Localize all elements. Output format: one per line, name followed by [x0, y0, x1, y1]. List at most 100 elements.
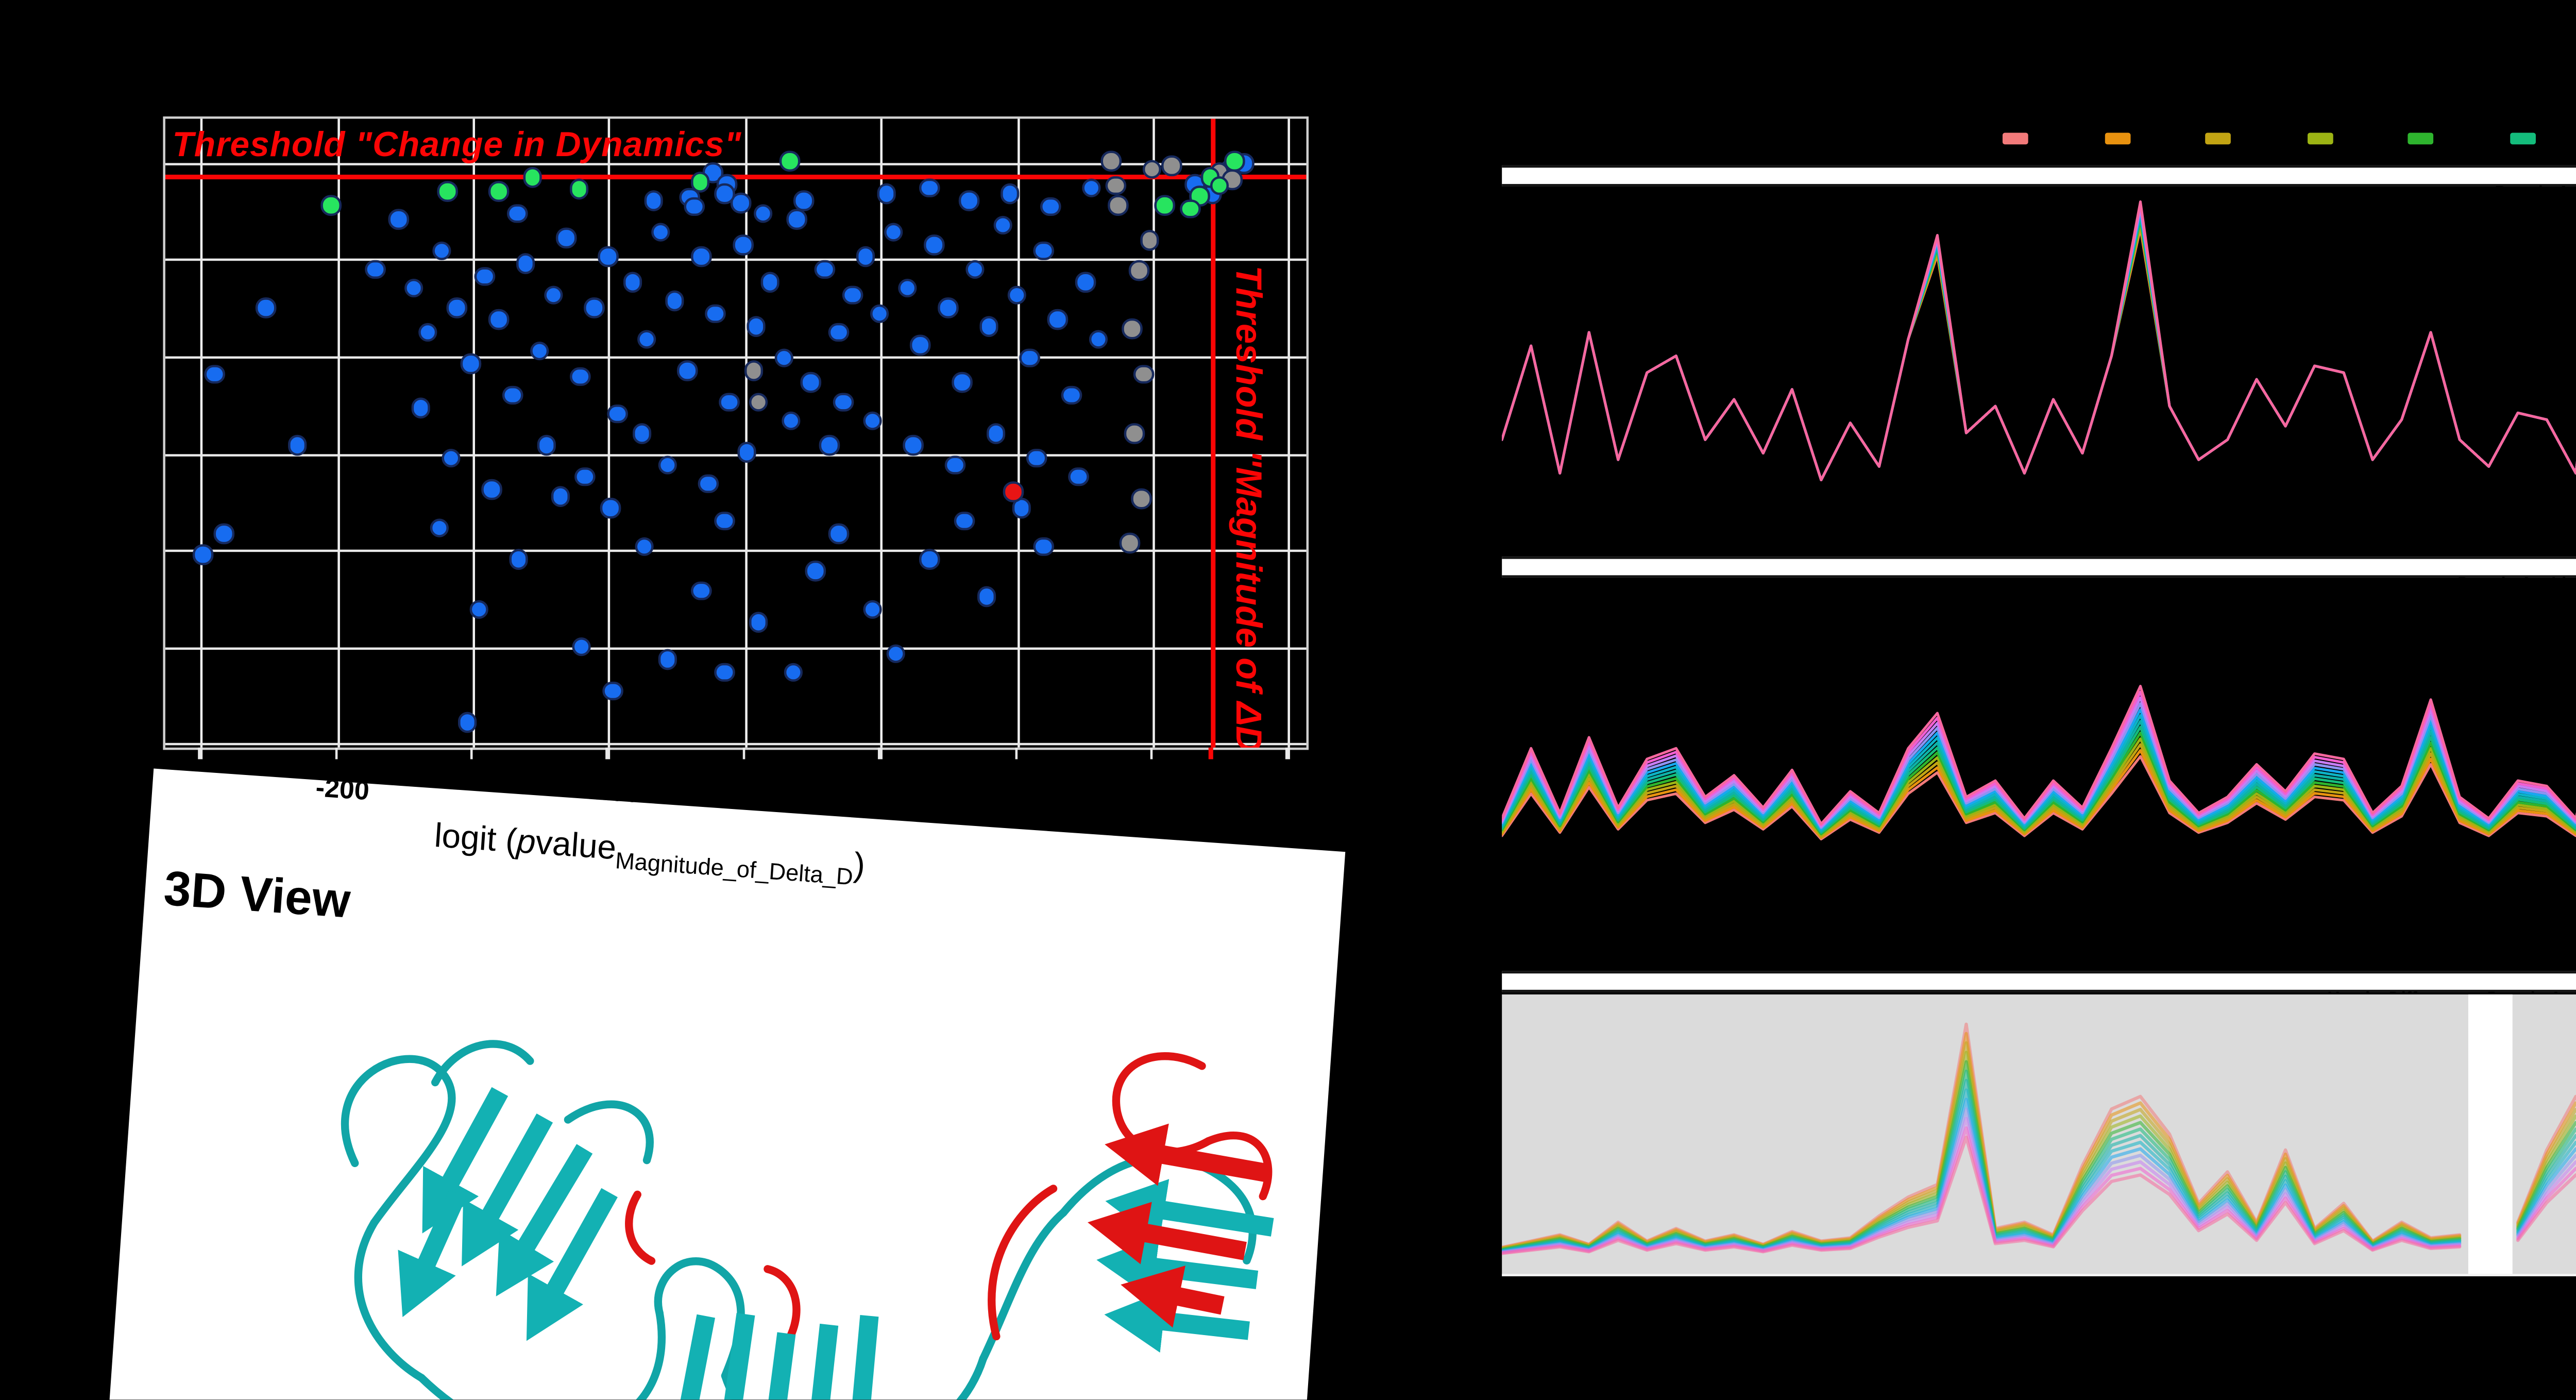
scatter-point[interactable] [556, 228, 577, 248]
scatter-point[interactable] [256, 297, 276, 318]
scatter-point[interactable] [529, 341, 550, 362]
scatter-point[interactable] [714, 662, 735, 682]
scatter-point[interactable] [1020, 347, 1040, 368]
scatter-point[interactable] [819, 435, 840, 456]
scatter-point[interactable] [1180, 199, 1200, 220]
scatter-point[interactable] [954, 511, 974, 531]
scatter-point[interactable] [952, 373, 972, 393]
scatter-point[interactable] [474, 266, 495, 286]
scatter-point[interactable] [828, 524, 849, 544]
scatter-point[interactable] [794, 190, 815, 211]
scatter-point[interactable] [575, 467, 596, 487]
scatter-point[interactable] [1075, 272, 1095, 293]
scatter-point[interactable] [760, 272, 781, 293]
scatter-point[interactable] [979, 316, 999, 336]
scatter-point[interactable] [691, 247, 712, 267]
scatter-point[interactable] [876, 184, 896, 205]
scatter-point[interactable] [429, 517, 449, 538]
scatter-point[interactable] [862, 410, 883, 431]
scatter-point[interactable] [623, 272, 643, 293]
scatter-point[interactable] [993, 215, 1013, 236]
scatter-point[interactable] [602, 681, 623, 701]
scatter-point[interactable] [920, 178, 940, 198]
scatter-point[interactable] [417, 322, 438, 343]
scatter-point[interactable] [1161, 155, 1182, 176]
scatter-point[interactable] [986, 423, 1006, 444]
scatter-point[interactable] [404, 278, 425, 299]
scatter-point[interactable] [536, 435, 556, 456]
scatter-point[interactable] [781, 410, 801, 431]
scatter-point[interactable] [842, 284, 862, 305]
threshold-line-magnitude[interactable] [1210, 119, 1215, 748]
scatter-point[interactable] [388, 209, 409, 230]
scatter-point[interactable] [1122, 318, 1142, 339]
scatter-point[interactable] [1224, 150, 1245, 171]
scatter-point[interactable] [733, 234, 753, 255]
scatter-point[interactable] [643, 190, 664, 211]
scatter-point[interactable] [1140, 230, 1160, 250]
scatter-point[interactable] [815, 259, 835, 280]
scatter-point[interactable] [1124, 423, 1144, 444]
scatter-point[interactable] [457, 712, 478, 733]
scatter-point[interactable] [502, 385, 522, 406]
legend-swatch-timepoint-3[interactable] [2206, 132, 2231, 143]
scatter-point[interactable] [965, 259, 986, 280]
scatter-point[interactable] [1006, 284, 1027, 305]
scatter-point[interactable] [714, 511, 735, 531]
scatter-point[interactable] [1089, 329, 1109, 349]
scatter-point[interactable] [570, 366, 591, 387]
scatter-point[interactable] [1142, 159, 1162, 180]
scatter-point[interactable] [897, 278, 917, 299]
scatter-point[interactable] [598, 247, 618, 267]
scatter-point[interactable] [856, 247, 876, 267]
legend-swatch-timepoint-1[interactable] [2002, 132, 2028, 143]
scatter-point[interactable] [805, 561, 826, 582]
scatter-point[interactable] [509, 549, 529, 569]
scatter-point[interactable] [883, 222, 904, 242]
scatter-point[interactable] [787, 209, 808, 230]
scatter-point[interactable] [636, 329, 657, 349]
scatter-point[interactable] [571, 637, 592, 657]
scatter-point[interactable] [1003, 481, 1023, 502]
scatter-point[interactable] [904, 435, 924, 456]
scatter-point[interactable] [1106, 176, 1126, 196]
scatter-point[interactable] [1133, 364, 1154, 385]
scatter-point[interactable] [431, 241, 452, 261]
scatter-point[interactable] [1027, 448, 1047, 468]
scatter-point[interactable] [945, 454, 965, 475]
scatter-point[interactable] [1155, 195, 1175, 215]
scatter-point[interactable] [698, 473, 719, 494]
scatter-point[interactable] [600, 498, 621, 519]
scatter-point[interactable] [690, 172, 710, 192]
scatter-point[interactable] [677, 360, 698, 381]
scatter-point[interactable] [737, 442, 757, 462]
scatter-point[interactable] [569, 178, 590, 199]
scatter-point[interactable] [1061, 385, 1081, 406]
view-3d-card[interactable]: -200 -100 logit (pvalueMagnitude_of_Delt… [105, 768, 1346, 1400]
scatter-point[interactable] [705, 303, 725, 324]
scatter-point[interactable] [1047, 310, 1068, 330]
scatter-point[interactable] [440, 448, 461, 468]
scatter-point[interactable] [204, 364, 225, 385]
scatter-point[interactable] [749, 612, 769, 632]
scatter-point[interactable] [1108, 195, 1128, 215]
scatter-point[interactable] [862, 599, 883, 619]
scatter-point[interactable] [938, 297, 958, 318]
scatter-point[interactable] [488, 181, 509, 201]
scatter-point[interactable] [731, 193, 752, 214]
scatter-point[interactable] [437, 181, 457, 201]
scatter-point[interactable] [320, 195, 341, 215]
scatter-point[interactable] [977, 586, 997, 607]
scatter-point[interactable] [488, 310, 509, 330]
scatter-point[interactable] [869, 303, 890, 324]
scatter-point[interactable] [753, 203, 773, 223]
scatter-point[interactable] [550, 486, 570, 507]
scatter-point[interactable] [632, 423, 653, 444]
scatter-point[interactable] [1068, 467, 1089, 487]
scatter-point[interactable] [1081, 178, 1102, 198]
scatter-point[interactable] [773, 347, 794, 368]
protein-structure-viewport[interactable] [193, 933, 1304, 1400]
scatter-point[interactable] [746, 316, 767, 336]
scatter-point[interactable] [910, 335, 931, 356]
scatter-point[interactable] [506, 203, 527, 223]
